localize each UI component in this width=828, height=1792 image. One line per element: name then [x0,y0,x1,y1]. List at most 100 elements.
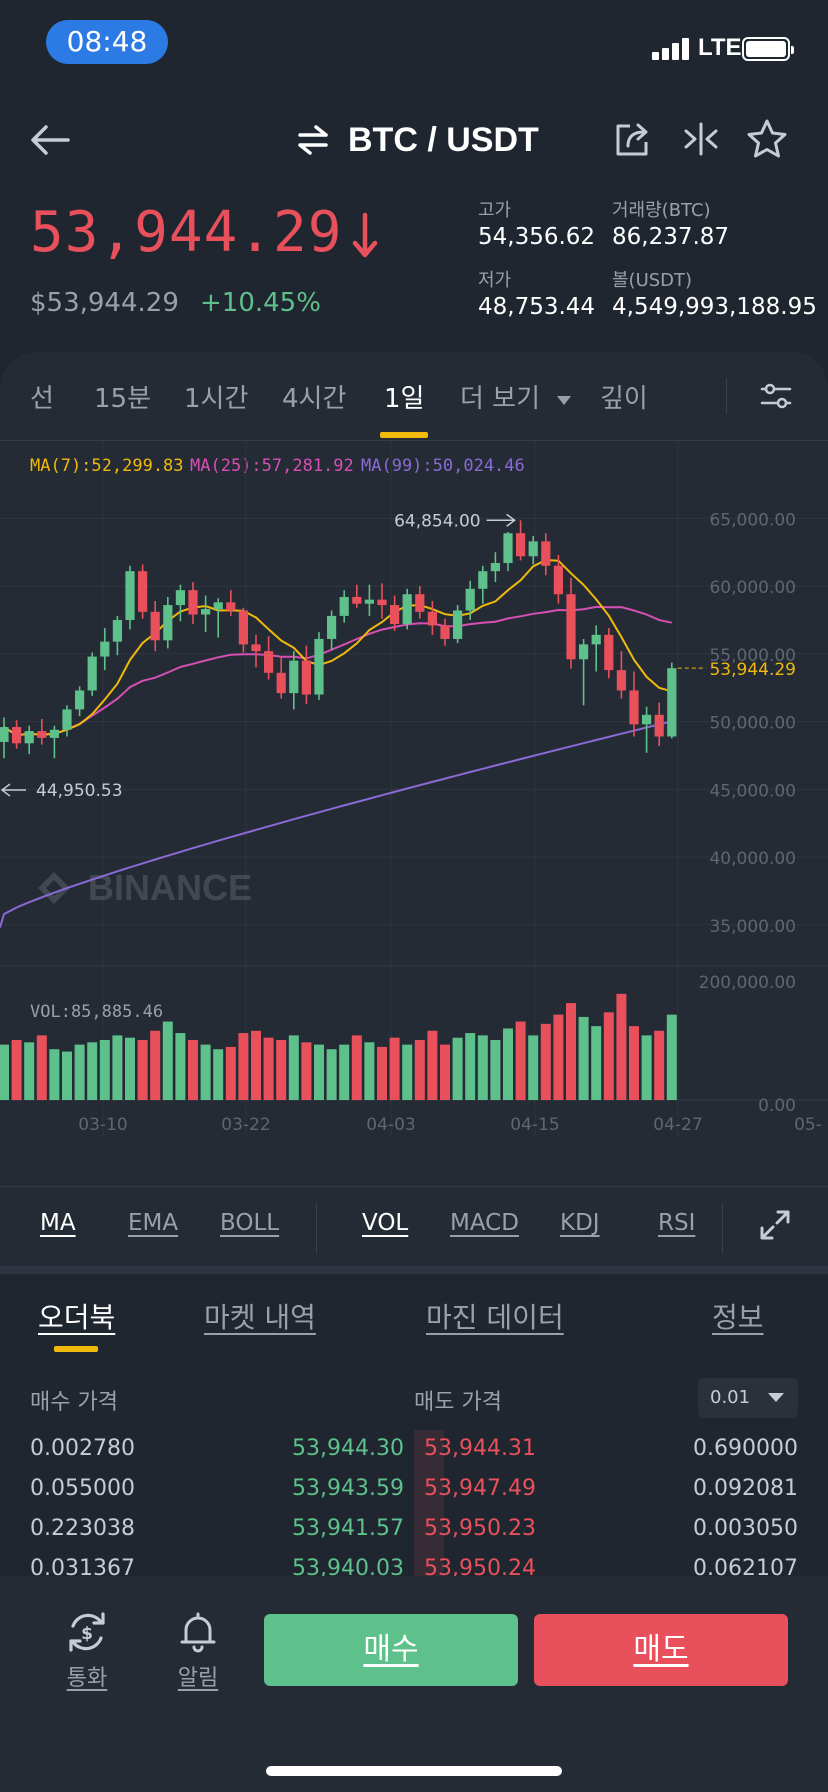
compare-icon[interactable] [680,118,722,160]
orderbook-row[interactable]: 0.223038 53,941.57 53,950.23 0.003050 [0,1510,828,1550]
orderbook-row[interactable]: 0.055000 53,943.59 53,947.49 0.092081 [0,1470,828,1510]
network-label: LTE [698,34,742,61]
indicator-ma[interactable]: MA [40,1210,76,1236]
volume-bar [351,1035,362,1100]
currency-label: 통화 [66,1666,108,1691]
indicator-rsi[interactable]: RSI [658,1210,696,1236]
indicator-ema[interactable]: EMA [128,1210,179,1236]
star-icon[interactable] [746,118,788,160]
candle-body [12,727,22,744]
tab-1d[interactable]: 1일 [384,384,425,414]
candle-body [528,541,538,557]
signal-icon [652,38,694,60]
tab-line[interactable]: 선 [30,384,54,414]
ask-price: 53,950.23 [424,1516,536,1541]
candle-body [654,714,664,737]
candle-body [339,596,349,616]
ma99-legend: MA(99):50,024.46 [361,456,525,476]
volume-bar [263,1037,274,1100]
ask-depth-bar [414,1430,444,1576]
tab-margin-data[interactable]: 마진 데이터 [426,1301,564,1334]
divider [726,378,727,414]
candle-body [201,609,211,615]
pair-selector[interactable]: BTC / USDT [296,118,539,162]
indicator-boll[interactable]: BOLL [220,1210,280,1236]
candle-body [566,594,576,660]
candle-body [327,615,337,639]
candlestick-chart[interactable]: BINANCE 65,000.00 60,000.00 55,000.00 50,000… [0,440,828,1186]
candle-body [553,565,563,595]
volume-bar [641,1035,652,1100]
tab-info[interactable]: 정보 [712,1301,764,1334]
pair-title: BTC / USDT [348,120,539,159]
alert-button[interactable]: 알림 [158,1610,238,1692]
precision-select[interactable]: 0.01 [698,1378,798,1418]
volume-bar [515,1021,526,1100]
orderbook-row[interactable]: 0.031367 53,940.03 53,950.24 0.062107 [0,1550,828,1576]
ma99-line [0,720,673,928]
volume-bar [213,1049,224,1100]
indicator-macd[interactable]: MACD [450,1210,519,1236]
share-icon[interactable] [612,118,654,160]
candle-body [87,656,97,691]
tab-depth[interactable]: 깊이 [600,384,648,414]
bid-price: 53,944.30 [292,1436,404,1461]
bid-qty: 0.002780 [30,1436,135,1461]
ask-qty: 0.062107 [693,1556,798,1576]
tab-more[interactable]: 더 보기 [460,378,572,415]
candle-body [642,714,652,725]
tab-1h[interactable]: 1시간 [184,384,249,414]
currency-button[interactable]: $ 통화 [47,1610,127,1692]
volume-bar [175,1033,186,1100]
candle-body [591,634,601,645]
date-axis-label: 04-15 [510,1115,559,1135]
volume-usdt-value: 4,549,993,188.95 [612,294,817,320]
volume-bar [288,1035,299,1100]
volume-bar [566,1003,576,1100]
orderbook-row[interactable]: 0.002780 53,944.30 53,944.31 0.690000 [0,1430,828,1470]
date-axis-label: 05- [794,1115,822,1135]
caret-down-icon [557,395,572,405]
sell-button[interactable]: 매도 [534,1614,788,1686]
candle-body [541,541,551,566]
volume-bar [162,1021,173,1100]
bid-qty: 0.223038 [30,1516,135,1541]
indicator-vol[interactable]: VOL [362,1210,409,1236]
buy-button[interactable]: 매수 [264,1614,518,1686]
candle-body [112,619,122,642]
candle-body [289,660,299,694]
tab-4h[interactable]: 4시간 [282,384,347,414]
section-tabs: 오더북 마켓 내역 마진 데이터 정보 [0,1274,828,1354]
tab-orderbook[interactable]: 오더북 [38,1301,116,1334]
arrow-right-icon [486,513,516,527]
candle-body [415,594,425,612]
candle-body [251,644,261,652]
tab-market-history[interactable]: 마켓 내역 [204,1301,316,1334]
volume-bar [402,1044,413,1100]
arrow-down-icon [353,212,378,258]
bid-qty: 0.031367 [30,1556,135,1576]
volume-bar [490,1040,501,1100]
interval-tabs: 선 15분 1시간 4시간 1일 더 보기 깊이 [0,352,828,440]
candle-body [616,670,626,691]
volume-bar [49,1049,60,1100]
back-icon[interactable] [28,118,72,162]
candle-body [138,571,148,612]
arrow-left-icon [0,783,26,797]
expand-icon[interactable] [758,1208,792,1242]
volume-btc-label: 거래량(BTC) [612,200,711,221]
volume-bar [654,1030,665,1100]
volume-bar [603,1012,614,1100]
candle-body [478,571,488,589]
volume-bar [137,1040,148,1100]
chart-settings-icon[interactable] [758,378,794,414]
currency-exchange-icon: $ [69,1612,105,1652]
volume-btc-value: 86,237.87 [612,224,730,250]
battery-icon [742,37,794,61]
indicator-kdj[interactable]: KDJ [560,1210,600,1236]
volume-bar [427,1030,438,1100]
volume-bar [666,1014,677,1100]
candle-body [100,641,110,657]
tab-15m[interactable]: 15분 [94,384,152,414]
high-price-marker: 64,854.00 [394,511,481,531]
